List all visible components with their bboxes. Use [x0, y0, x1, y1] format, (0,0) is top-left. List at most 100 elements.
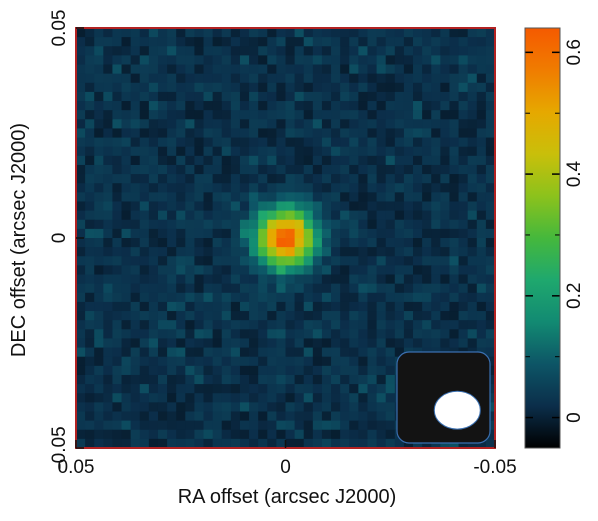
pixel — [157, 101, 168, 111]
pixel — [331, 365, 341, 376]
pixel — [167, 411, 177, 422]
pixel — [203, 55, 214, 66]
pixel — [394, 347, 405, 358]
pixel — [458, 91, 469, 102]
pixel — [103, 174, 114, 184]
pixel — [85, 274, 95, 285]
pixel — [476, 301, 487, 312]
pixel — [303, 356, 314, 367]
pixel — [385, 429, 396, 440]
pixel — [221, 128, 232, 139]
pixel — [413, 338, 423, 349]
pixel — [476, 28, 487, 38]
pixel — [194, 338, 205, 349]
pixel — [358, 402, 369, 413]
pixel — [358, 91, 369, 102]
pixel — [385, 64, 396, 75]
pixel — [358, 82, 369, 93]
pixel — [94, 274, 104, 285]
pixel — [340, 82, 350, 93]
pixel — [285, 46, 296, 56]
pixel — [303, 183, 314, 193]
pixel — [467, 192, 478, 203]
pixel — [130, 219, 141, 230]
pixel — [476, 155, 487, 166]
pixel — [239, 73, 250, 84]
pixel — [349, 55, 359, 66]
pixel — [76, 274, 86, 285]
pixel — [331, 101, 341, 111]
pixel — [76, 228, 86, 239]
pixel — [413, 101, 423, 111]
pixel — [185, 183, 196, 193]
pixel — [194, 393, 205, 403]
pixel — [321, 374, 332, 385]
pixel — [76, 46, 86, 56]
pixel — [413, 247, 423, 257]
pixel — [157, 365, 168, 376]
pixel — [385, 393, 396, 403]
pixel — [303, 73, 314, 84]
pixel — [403, 37, 414, 47]
pixel — [103, 28, 114, 38]
pixel — [203, 374, 214, 385]
pixel — [121, 46, 132, 56]
pixel — [485, 438, 496, 449]
pixel — [185, 393, 196, 403]
pixel — [121, 119, 132, 130]
pixel — [440, 292, 451, 303]
pixel — [112, 429, 123, 440]
pixel — [267, 128, 277, 139]
pixel — [349, 164, 359, 175]
pixel — [103, 365, 114, 376]
pixel — [76, 411, 86, 422]
pixel — [130, 110, 141, 120]
pixel — [94, 201, 104, 212]
pixel — [413, 137, 423, 148]
pixel — [312, 210, 323, 221]
pixel — [85, 192, 95, 203]
pixel — [139, 384, 150, 394]
pixel — [249, 311, 259, 321]
pixel — [340, 28, 350, 38]
pixel — [139, 283, 150, 294]
pixel — [85, 420, 95, 431]
pixel — [294, 283, 305, 294]
x-axis: 0.05 0 -0.05 — [58, 440, 517, 478]
pixel — [312, 64, 323, 75]
pixel — [276, 37, 287, 47]
pixel — [176, 28, 186, 38]
pixel — [285, 64, 296, 75]
pixel — [385, 356, 396, 367]
pixel — [476, 128, 487, 139]
pixel — [285, 384, 296, 394]
pixel — [167, 347, 177, 358]
pixel — [267, 301, 277, 312]
pixel — [367, 393, 378, 403]
pixel — [294, 393, 305, 403]
pixel — [112, 256, 123, 266]
pixel — [85, 238, 95, 248]
pixel — [376, 256, 387, 266]
pixel — [312, 119, 323, 130]
pixel — [249, 402, 259, 413]
pixel — [203, 274, 214, 285]
pixel — [112, 374, 123, 385]
pixel — [367, 201, 378, 212]
pixel — [112, 210, 123, 221]
pixel — [230, 28, 241, 38]
pixel — [440, 91, 451, 102]
pixel — [185, 164, 196, 175]
pixel — [467, 82, 478, 93]
pixel — [185, 219, 196, 230]
pixel — [358, 384, 369, 394]
pixel — [449, 46, 460, 56]
pixel — [340, 73, 350, 84]
pixel — [239, 374, 250, 385]
pixel — [249, 393, 259, 403]
pixel — [349, 73, 359, 84]
pixel — [76, 438, 86, 449]
pixel — [258, 110, 268, 120]
pixel — [303, 238, 314, 248]
